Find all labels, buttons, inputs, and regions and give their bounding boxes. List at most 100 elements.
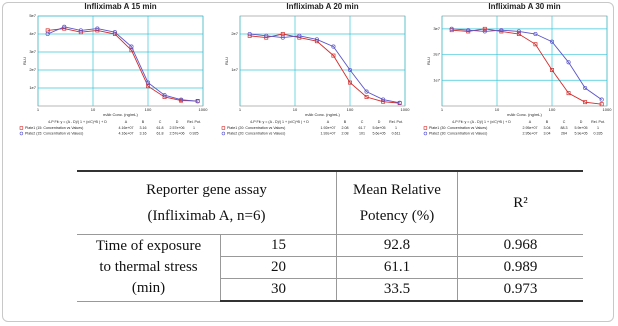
fit-value: 5.9e+05 [574, 131, 587, 135]
fit-value: 3.16 [140, 126, 147, 130]
data-point [566, 60, 571, 65]
fit-value: 2.95e+07 [522, 131, 537, 135]
data-point [179, 97, 184, 102]
fit-column: C [159, 120, 162, 124]
legend-label: Plate2 (20: Concentration vs Values) [227, 131, 285, 135]
fit-value: 2.95e+07 [522, 126, 537, 130]
header-text: (Infliximab A, n=6) [147, 208, 266, 224]
data-point [549, 39, 555, 44]
data-point [162, 93, 167, 98]
chart-title: Infliximab A 20 min [286, 2, 358, 11]
data-point [264, 33, 269, 38]
y-tick-label: 1e7 [29, 85, 36, 90]
charts: Infliximab A 15 min 1 10 100 1000 1e7 2e7 3e7 4e… [19, 2, 612, 136]
fit-value: 1.92e+07 [320, 126, 335, 130]
fit-curve [451, 28, 602, 100]
header-cell: Mean Relative Potency (%) [336, 170, 458, 235]
cell: 33.5 [336, 278, 458, 302]
fit-value: 101 [359, 131, 365, 135]
fit-value: 1.92e+07 [320, 131, 335, 135]
result-table: Reporter gene assay (Infliximab A, n=6) M… [77, 170, 583, 302]
legend-marker [423, 131, 428, 136]
x-tick-label: 1 [239, 107, 242, 112]
x-axis-label: mAb Conc. (ng/mL) [507, 112, 542, 117]
fit-curve [249, 33, 400, 104]
data-point [129, 44, 134, 49]
y-tick-label: 2e7 [231, 31, 238, 36]
header-text: Mean Relative [353, 182, 441, 198]
data-point [331, 44, 336, 49]
fit-value: 264 [561, 131, 567, 135]
row-header-text: to thermal stress [99, 259, 198, 276]
data-point [314, 37, 319, 42]
fit-column: Rel. Pot. [187, 120, 201, 124]
header-text: Potency (%) [359, 208, 435, 224]
fit-value: 4.16e+07 [118, 131, 133, 135]
y-tick-label: 2e7 [433, 52, 440, 57]
fit-value: 3.16 [140, 131, 147, 135]
fit-value: 0.611 [392, 131, 401, 135]
row-header-text: (min) [131, 280, 166, 297]
fit-column: Rel. Pot. [591, 120, 605, 124]
data-point [599, 97, 604, 102]
data-point [516, 29, 521, 34]
header-cell: R² [457, 170, 583, 235]
fit-curve [47, 26, 198, 102]
data-point [381, 99, 386, 104]
cell: 92.8 [336, 234, 458, 257]
fit-value: 3.04 [544, 126, 551, 130]
x-tick-label: 1 [37, 107, 40, 112]
legend-marker [221, 131, 226, 136]
legend-marker [423, 126, 428, 130]
data-point [516, 32, 521, 36]
legend-marker [19, 131, 24, 136]
fit-value: 2.57e+06 [169, 131, 184, 135]
x-tick-label: 1000 [401, 107, 411, 112]
y-tick-label: 3e7 [433, 26, 440, 31]
data-point [348, 80, 352, 85]
cell: 0.968 [457, 234, 583, 257]
chart-title: Infliximab A 30 min [488, 2, 560, 11]
fit-column: A [125, 120, 128, 124]
data-point [499, 28, 504, 33]
fit-value: 5.6e+05 [372, 131, 385, 135]
data-point [482, 29, 487, 34]
fit-value: 61.7 [359, 126, 366, 130]
legend-label: Plate1 (15: Concentration vs Values) [25, 126, 83, 130]
header-text: R² [513, 195, 528, 211]
y-axis-label: RLU [426, 57, 431, 65]
fit-column: B [142, 120, 145, 124]
fit-column: Rel. Pot. [389, 120, 403, 124]
fit-column: D [580, 120, 583, 124]
fit-value: 0.335 [594, 131, 603, 135]
x-tick-label: 1000 [199, 107, 209, 112]
x-tick-label: 10 [91, 107, 96, 112]
cell: 0.973 [457, 278, 583, 302]
y-tick-label: 4e7 [29, 31, 36, 36]
data-point [449, 28, 454, 33]
fit-equation: 4-P Fit: y = (A - D)/( 1 + (x/C)^B ) + D [250, 120, 309, 124]
fit-value: 88.3 [561, 126, 568, 130]
fit-column: A [327, 120, 330, 124]
y-axis-label: RLU [224, 57, 229, 65]
data-point [347, 67, 353, 73]
header-cell: Reporter gene assay (Infliximab A, n=6) [77, 170, 337, 235]
data-point [550, 68, 554, 72]
y-tick-label: 5e7 [29, 13, 36, 18]
data-point [145, 80, 151, 85]
fit-curve [249, 33, 400, 104]
fit-column: B [546, 120, 549, 124]
x-tick-label: 1 [441, 107, 444, 112]
data-point [297, 33, 302, 38]
row-header: Time of exposure to thermal stress (min) [77, 234, 221, 302]
data-point [45, 31, 50, 37]
fit-value: 2.08 [342, 131, 349, 135]
data-point [466, 28, 471, 33]
data-point [583, 100, 588, 105]
data-point [247, 31, 252, 37]
data-point [533, 31, 538, 37]
legend-label: Plate1 (30: Concentration vs Values) [429, 126, 487, 130]
fit-column: C [361, 120, 364, 124]
data-point [364, 89, 369, 94]
